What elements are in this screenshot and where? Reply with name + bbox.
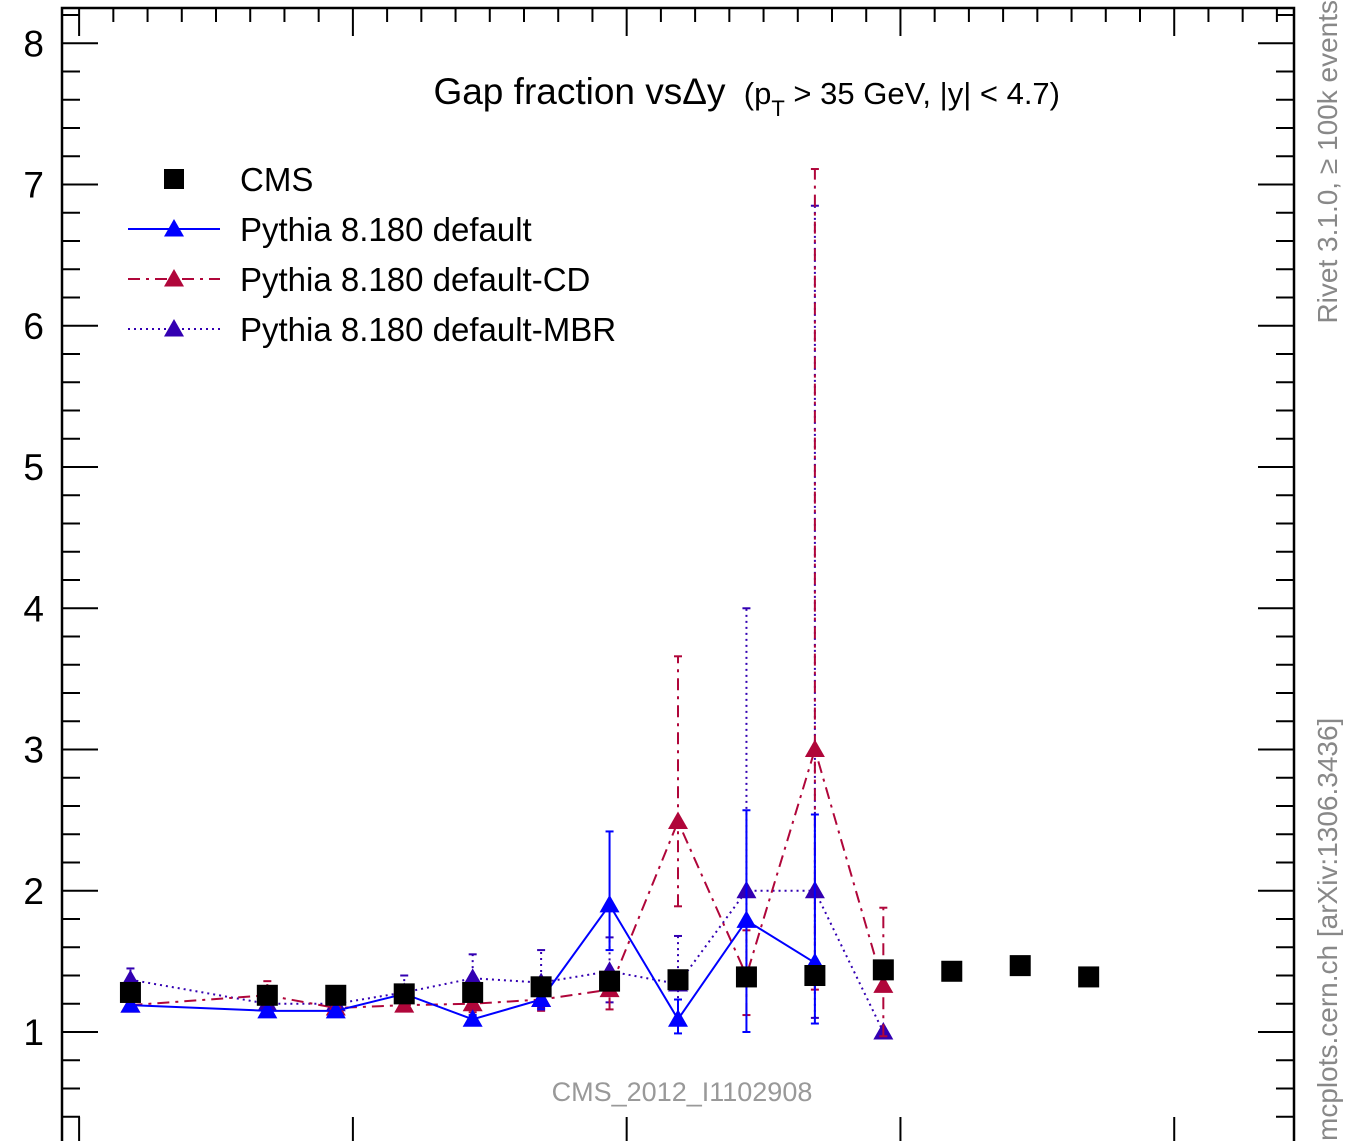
- data-point: [736, 910, 757, 928]
- cms-data-point: [804, 965, 826, 987]
- data-point: [462, 968, 483, 986]
- y-tick-label: 7: [23, 165, 44, 206]
- cms-data-point: [735, 966, 757, 988]
- series-line: [130, 746, 885, 1009]
- cms-data-point: [872, 959, 894, 981]
- legend-item: Pythia 8.180 default-CD: [128, 261, 590, 298]
- cms-data-point: [119, 981, 141, 1003]
- legend-label: Pythia 8.180 default-CD: [240, 261, 590, 298]
- cms-data-point: [256, 984, 278, 1006]
- legend-marker-triangle: [164, 219, 184, 237]
- y-tick-label: 3: [23, 730, 44, 771]
- series-cms: [119, 955, 1100, 1006]
- legend-marker-triangle: [164, 319, 184, 337]
- legend-marker-square: [164, 169, 184, 189]
- legend-item: CMS: [164, 161, 313, 198]
- y-tick-label: 5: [23, 447, 44, 488]
- y-tick-labels: 1 2 3 4 5 6 7 8: [23, 23, 44, 1053]
- cms-data-point: [1078, 966, 1100, 988]
- data-point: [668, 1009, 688, 1027]
- legend-item: Pythia 8.180 default: [128, 211, 532, 248]
- mcplots-source-label: mcplots.cern.ch [arXiv:1306.3436]: [1312, 718, 1343, 1141]
- chart-title-suffix: (p: [744, 76, 772, 111]
- data-point: [668, 811, 688, 830]
- cms-data-point: [667, 969, 689, 991]
- analysis-watermark: CMS_2012_I1102908: [552, 1077, 813, 1107]
- legend-label: CMS: [240, 161, 313, 198]
- data-point: [873, 975, 894, 993]
- legend-label: Pythia 8.180 default-MBR: [240, 311, 616, 348]
- data-point: [257, 1000, 278, 1019]
- data-point: [804, 739, 825, 758]
- y-tick-label: 8: [23, 23, 44, 64]
- cms-data-point: [325, 984, 347, 1006]
- axis-ticks: [62, 8, 1294, 1141]
- cms-data-point: [599, 970, 621, 992]
- cms-data-point: [462, 981, 484, 1003]
- legend-item: Pythia 8.180 default-MBR: [128, 311, 616, 348]
- cms-data-point: [530, 976, 552, 998]
- cms-data-point: [1009, 955, 1031, 977]
- y-tick-label: 6: [23, 306, 44, 347]
- cms-data-point: [941, 960, 963, 982]
- data-point: [120, 995, 141, 1013]
- data-point: [325, 1000, 346, 1019]
- y-tick-label: 1: [23, 1012, 44, 1053]
- series-pythia-8-180-default-cd: [120, 168, 894, 1038]
- data-point: [531, 989, 552, 1008]
- series-layer: [119, 168, 1100, 1040]
- data-point: [599, 894, 620, 913]
- cms-data-point: [393, 983, 415, 1005]
- y-tick-label: 2: [23, 871, 44, 912]
- y-tick-label: 4: [23, 588, 44, 629]
- legend-marker-triangle: [164, 269, 184, 287]
- legend: CMS Pythia 8.180 default Pythia 8.180 defa…: [128, 161, 616, 348]
- plot-frame: [60, 6, 1296, 1141]
- legend-label: Pythia 8.180 default: [240, 211, 532, 248]
- series-line: [130, 903, 816, 1022]
- chart-title: Gap fraction vsΔy (pT > 35 GeV, |y| < 4.…: [433, 71, 1060, 121]
- chart-title-subscript: T: [771, 96, 784, 121]
- rivet-version-label: Rivet 3.1.0, ≥ 100k events: [1312, 0, 1343, 324]
- data-point: [462, 1009, 483, 1027]
